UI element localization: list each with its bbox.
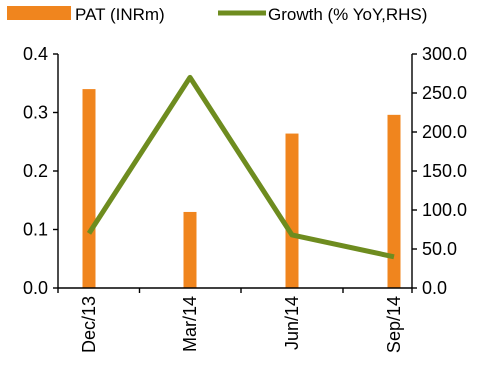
legend: PAT (INRm) Growth (% YoY,RHS) [7,5,427,24]
bar-3 [387,114,401,288]
x-tick-label-3: Sep/14 [384,296,404,353]
bar-0 [82,89,96,288]
left-tick-label-0: 0.0 [23,278,48,298]
legend-swatch-pat [7,6,71,20]
legend-label-growth: Growth (% YoY,RHS) [268,5,427,24]
legend-label-pat: PAT (INRm) [75,5,165,24]
left-tick-label-3: 0.3 [23,103,48,123]
right-tick-label-1: 50.0 [422,239,457,259]
right-tick-label-6: 300.0 [422,44,467,64]
plot-area: 0.0 0.1 0.2 0.3 0.4 0.0 50.0 100.0 150.0 200.0 250… [23,44,467,353]
bar-2 [285,133,299,288]
x-tick-label-2: Jun/14 [282,296,302,350]
right-tick-label-3: 150.0 [422,161,467,181]
left-tick-label-4: 0.4 [23,44,48,64]
right-tick-label-0: 0.0 [422,278,447,298]
growth-line [86,74,395,260]
left-tick-label-2: 0.2 [23,161,48,181]
x-tick-label-1: Mar/14 [180,296,200,352]
right-tick-label-2: 100.0 [422,200,467,220]
right-tick-label-4: 200.0 [422,122,467,142]
x-tick-label-0: Dec/13 [79,296,99,353]
right-tick-label-5: 250.0 [422,83,467,103]
left-tick-label-1: 0.1 [23,220,48,240]
bar-1 [183,211,197,288]
